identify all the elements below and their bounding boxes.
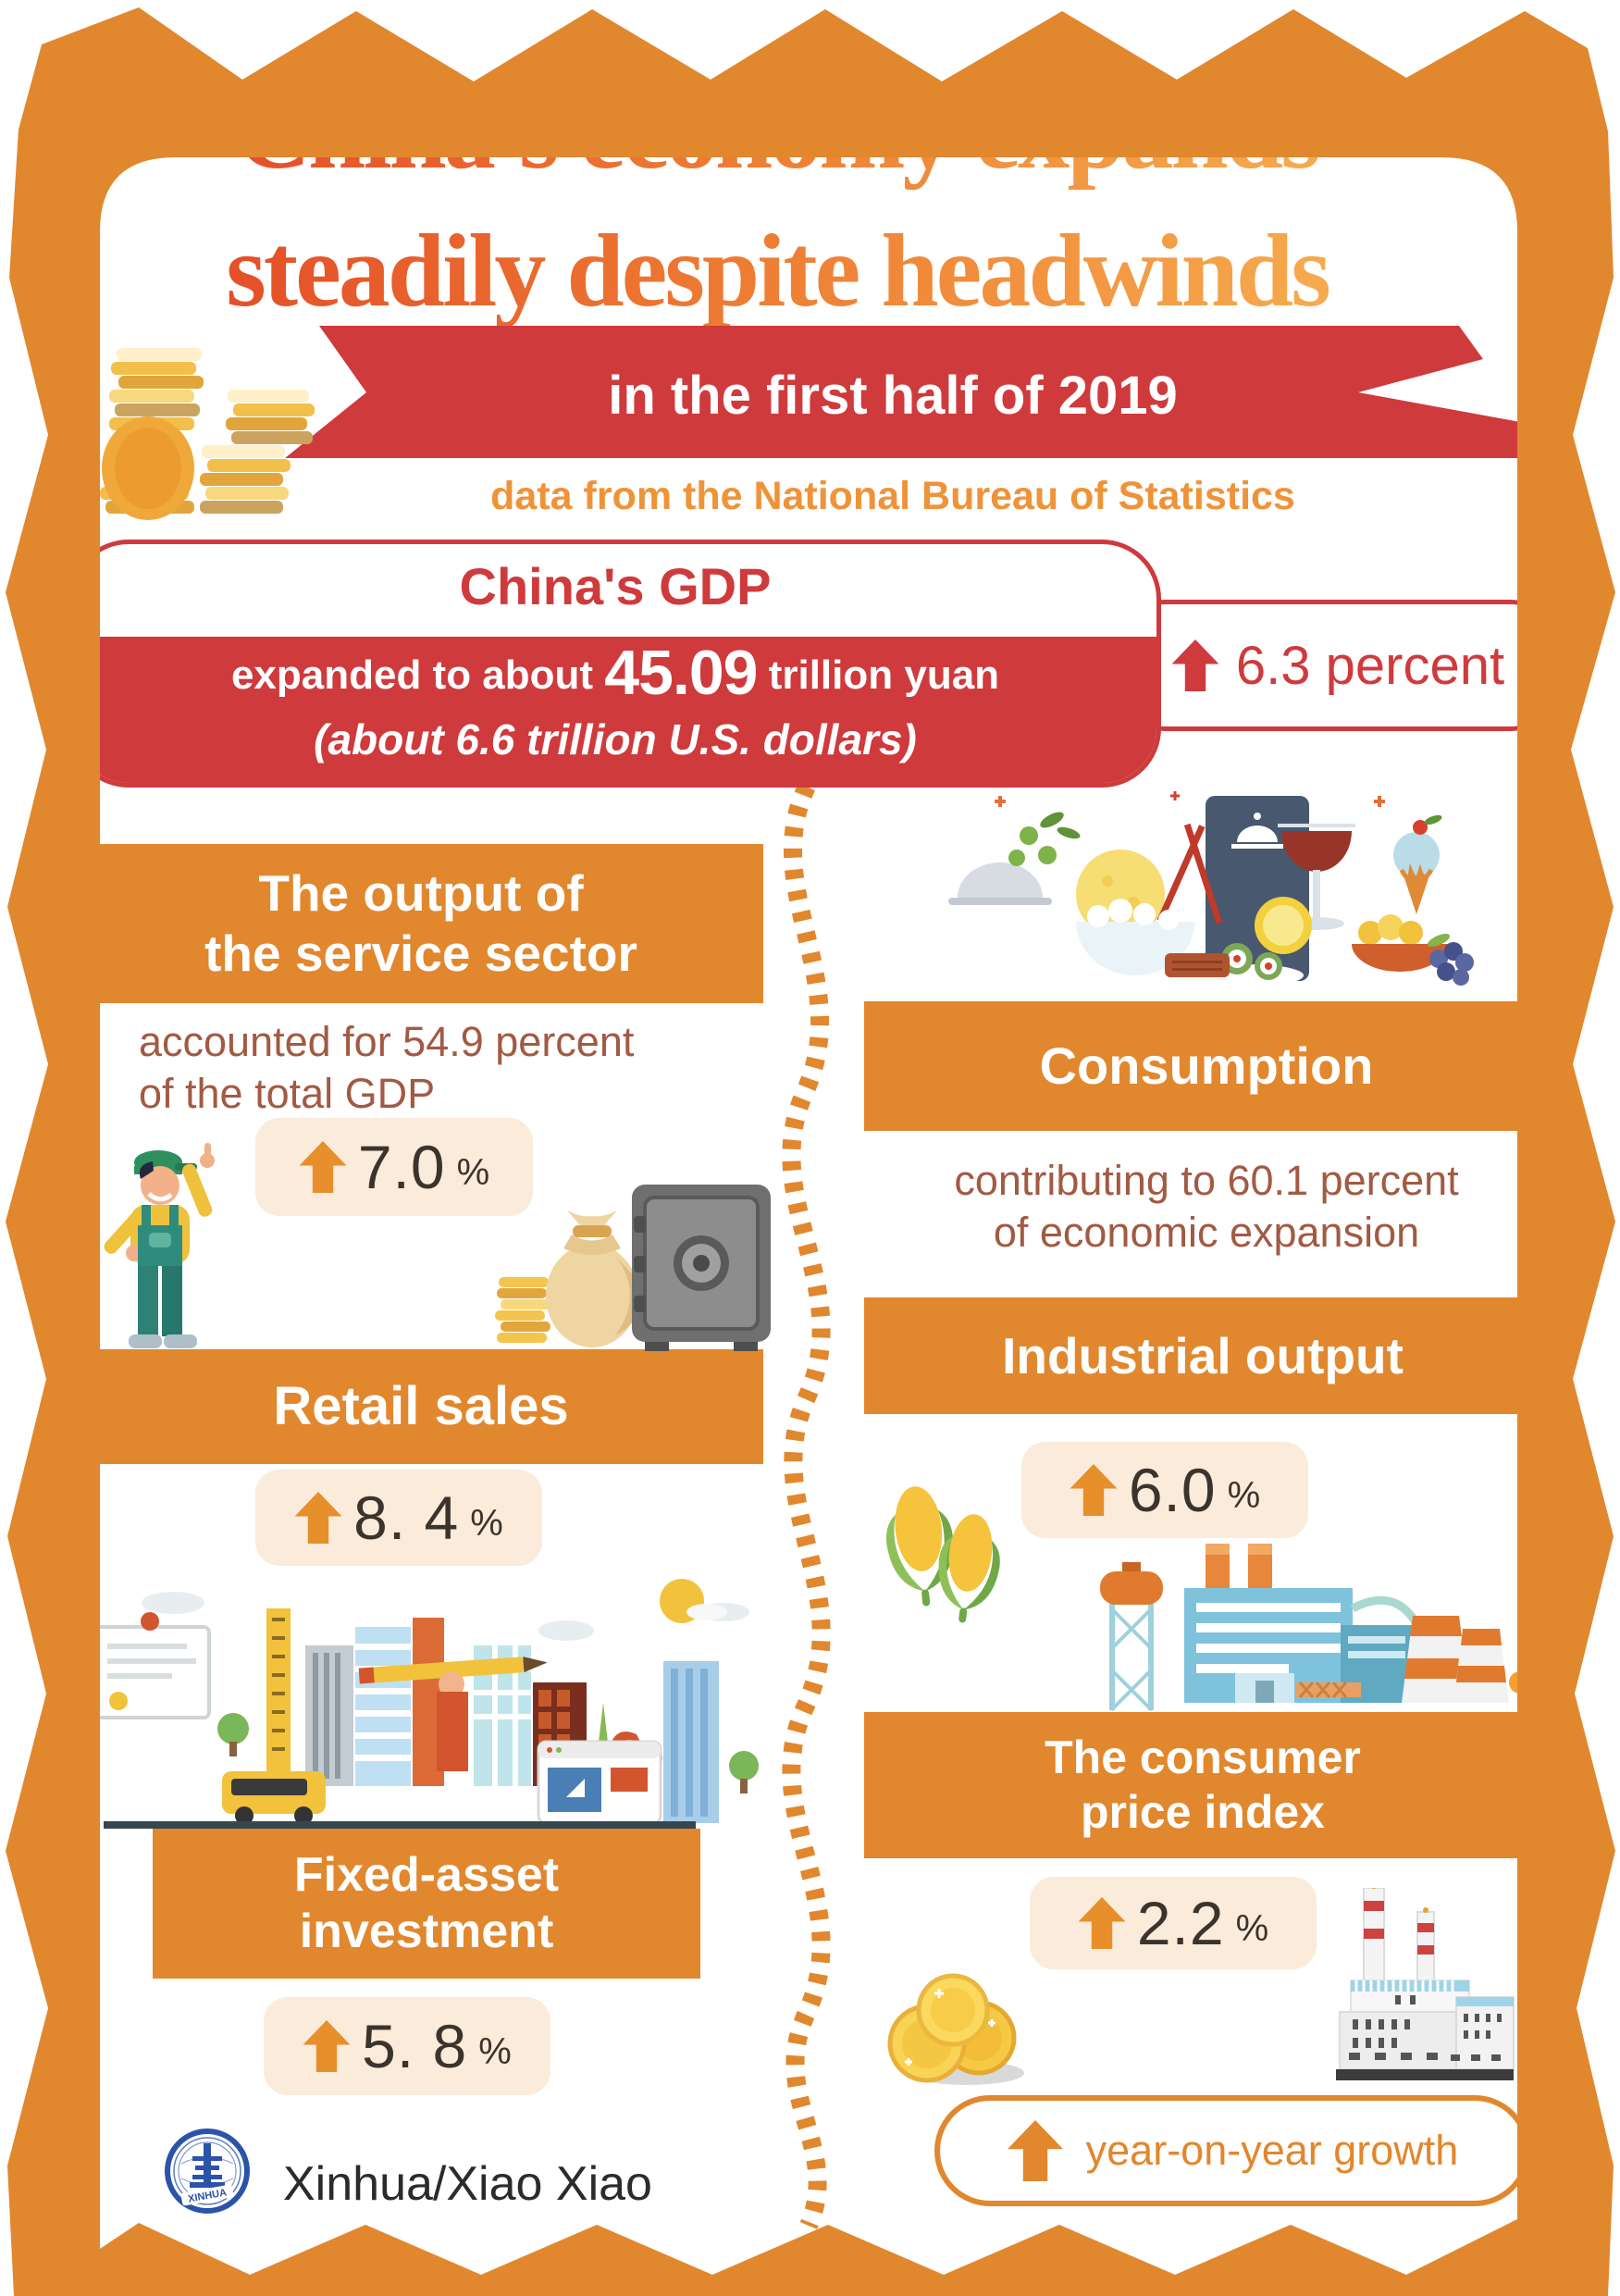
power-plant-illustration <box>1336 1888 1515 2080</box>
service-growth-box: 7.0 % <box>255 1118 533 1216</box>
industrial-title: Industrial output <box>1002 1326 1404 1384</box>
gdp-detail: expanded to about 45.09 trillion yuan (a… <box>74 637 1156 783</box>
cpi-title-line2: price index <box>1081 1786 1325 1838</box>
up-arrow-icon <box>1007 2120 1063 2181</box>
industrial-growth-value: 6.0 <box>1128 1456 1217 1524</box>
cpi-banner: The consumer price index <box>864 1712 1541 1858</box>
retail-title: Retail sales <box>273 1375 569 1436</box>
source-note: data from the National Bureau of Statist… <box>490 474 1295 518</box>
service-desc-line1: accounted for 54.9 percent <box>139 1018 635 1065</box>
cpi-title-line1: The consumer <box>1045 1731 1361 1783</box>
percent-sign: % <box>470 1502 503 1544</box>
food-illustration <box>948 791 1474 987</box>
percent-sign: % <box>1227 1474 1261 1516</box>
legend-pill: year-on-year growth <box>934 2095 1530 2206</box>
gdp-heading: China's GDP <box>459 556 772 615</box>
city-construction-illustration <box>93 1579 759 1829</box>
legend-label: year-on-year growth <box>1085 2127 1459 2174</box>
worker-illustration <box>104 1143 215 1348</box>
gdp-line1-prefix: expanded to about <box>230 652 594 698</box>
industrial-output-banner: Industrial output <box>864 1297 1541 1414</box>
up-arrow-icon <box>303 2020 351 2072</box>
service-sector-banner: The output of the service sector <box>79 844 763 1003</box>
up-arrow-icon <box>1078 1897 1126 1949</box>
title-line1: China's economy expands <box>236 65 1320 203</box>
percent-sign: % <box>1235 1907 1269 1949</box>
fixed-asset-banner: Fixed-asset investment <box>153 1829 700 1979</box>
fixed-growth-value: 5. 8 <box>362 2012 468 2080</box>
cpi-growth-box: 2.2 % <box>1030 1877 1317 1969</box>
percent-sign: % <box>456 1151 490 1193</box>
service-desc-line2: of the total GDP <box>139 1070 436 1118</box>
ribbon-label: in the first half of 2019 <box>608 365 1178 426</box>
gdp-usd-equivalent: (about 6.6 trillion U.S. dollars) <box>314 715 917 763</box>
page-title: China's economy expands steadily despite… <box>56 65 1499 341</box>
fixed-title-line1: Fixed-asset <box>293 1847 560 1902</box>
safe-money-illustration <box>495 1185 771 1351</box>
service-title-line2: the service sector <box>204 925 637 982</box>
service-growth-value: 7.0 <box>357 1133 446 1201</box>
consumption-desc-line2: of economic expansion <box>993 1209 1420 1257</box>
cpi-growth-value: 2.2 <box>1136 1889 1225 1957</box>
factory-illustration <box>1100 1544 1531 1712</box>
fixed-growth-box: 5. 8 % <box>264 1997 550 2095</box>
up-arrow-icon <box>1171 639 1219 691</box>
service-desc: accounted for 54.9 percent of the total … <box>139 1016 731 1121</box>
gdp-growth-value: 6.3 percent <box>1235 635 1505 696</box>
consumption-banner: Consumption <box>864 1001 1549 1131</box>
fixed-title-line2: investment <box>299 1905 554 1958</box>
retail-growth-value: 8. 4 <box>353 1483 460 1552</box>
up-arrow-icon <box>1070 1464 1118 1516</box>
service-title-line1: The output of <box>258 864 584 923</box>
xinhua-logo: XINHUA <box>165 2128 250 2214</box>
up-arrow-icon <box>294 1492 342 1544</box>
credit-line: Xinhua/Xiao Xiao <box>283 2157 652 2211</box>
up-arrow-icon <box>299 1141 347 1193</box>
retail-growth-box: 8. 4 % <box>255 1470 542 1566</box>
consumption-desc: contributing to 60.1 percent of economic… <box>864 1155 1549 1260</box>
percent-sign: % <box>478 2030 512 2072</box>
gdp-box: China's GDP expanded to about 45.09 tril… <box>69 540 1161 788</box>
consumption-desc-line1: contributing to 60.1 percent <box>954 1157 1459 1204</box>
consumption-title: Consumption <box>1039 1036 1374 1095</box>
corn-illustration <box>885 1486 1000 1623</box>
gold-coins-illustration <box>887 1973 1024 2085</box>
coin-stacks-illustration <box>100 348 315 520</box>
gdp-growth-box: 6.3 percent <box>1122 600 1553 731</box>
gdp-value: 45.09 <box>604 638 758 708</box>
gdp-line1-suffix: trillion yuan <box>768 652 1000 698</box>
industrial-growth-box: 6.0 % <box>1021 1442 1308 1538</box>
